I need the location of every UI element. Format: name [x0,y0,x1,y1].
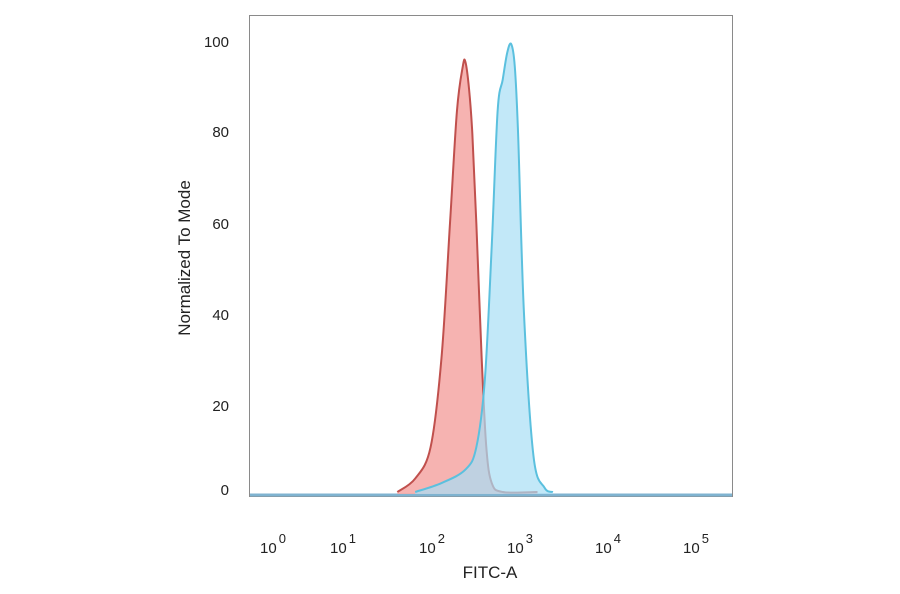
x-axis-label: FITC-A [462,563,518,582]
x-tick-10-1: 101 [330,531,356,557]
x-tick-10-4: 104 [595,531,621,557]
histogram-fill-1 [397,59,538,494]
y-tick-60: 60 [212,216,229,233]
y-axis-label: Normalized To Mode [175,180,194,336]
x-tick-10-0: 100 [260,531,286,557]
y-tick-0: 0 [220,482,229,499]
y-tick-20: 20 [212,398,229,415]
y-tick-80: 80 [212,124,229,141]
x-tick-10-5: 105 [683,531,709,557]
histogram-outline-2 [414,42,554,493]
y-tick-100: 100 [203,34,229,51]
x-tick-10-3: 103 [507,531,533,557]
y-tick-40: 40 [212,307,229,324]
x-tick-10-2: 102 [419,531,445,557]
